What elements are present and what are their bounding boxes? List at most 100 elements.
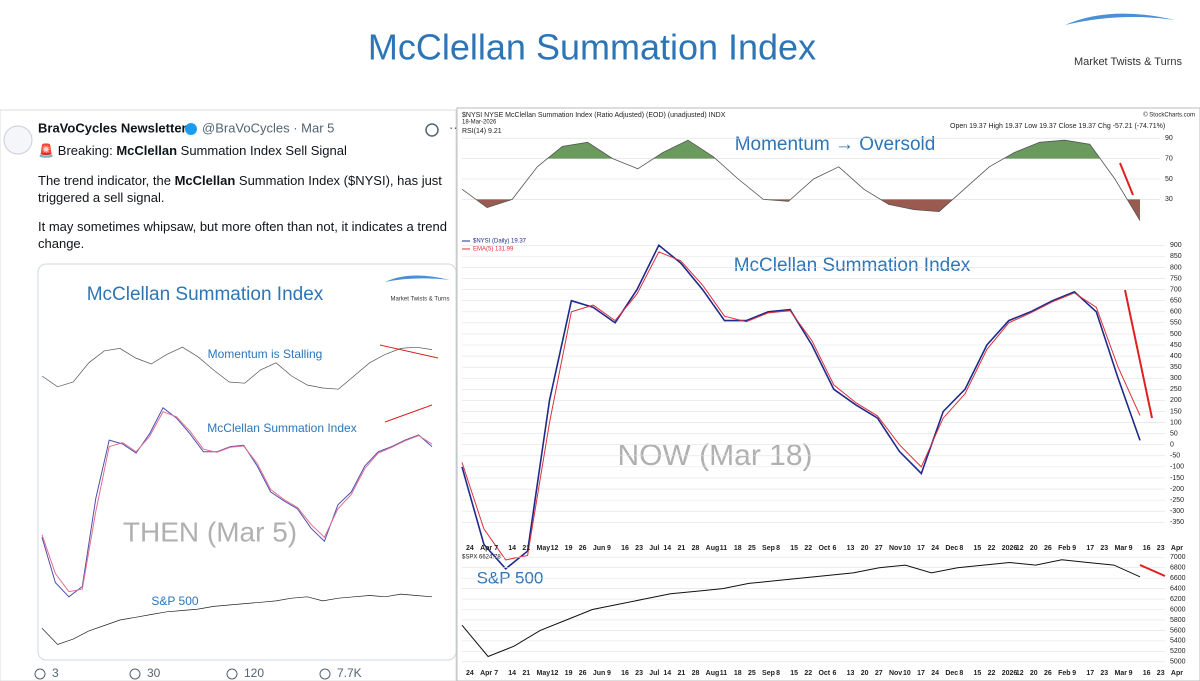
y-tick-label: 600 [1170,309,1182,316]
arrow [379,344,439,359]
y-tick-label: 5400 [1170,638,1186,645]
rsi-line [461,139,1141,221]
thumb-rsi [41,346,433,390]
thumb-line [41,411,433,593]
x-tick-label: 11 [720,545,728,552]
tweet-segment: McClellan [116,143,177,158]
y-tick-label: -100 [1170,464,1184,471]
x-tick-label: 20 [1030,670,1038,677]
series-line [461,251,1141,561]
chart-panel [456,107,1200,681]
x-tick-label: 8 [959,670,963,677]
x-tick-label: 9 [1072,545,1076,552]
x-tick-label: 15 [974,545,982,552]
x-tick-label: 16 [621,670,629,677]
x-tick-label: 2026 [1002,670,1018,677]
tweet-handle[interactable]: @BraVoCycles · Mar 5 [202,120,334,135]
logo-wave [1065,13,1175,25]
x-tick-label: Sep [762,545,775,552]
x-tick-label: 24 [466,670,474,677]
arrow [1124,289,1153,419]
stat-icon[interactable] [129,668,141,680]
x-tick-label: Apr [1171,545,1183,552]
y-tick-label: 850 [1170,253,1182,260]
x-tick-label: Jul [649,670,659,677]
stat-icon[interactable] [34,668,46,680]
x-tick-label: 9 [1129,670,1133,677]
x-tick-label: Dec [945,670,958,677]
x-tick-label: Apr [480,545,492,552]
y-tick-label: 750 [1170,275,1182,282]
y-tick-label: 50 [1170,430,1178,437]
y-tick-label: 5000 [1170,659,1186,666]
x-tick-label: Mar [1115,545,1128,552]
x-tick-label: 17 [1086,670,1094,677]
x-tick-label: 14 [508,545,516,552]
x-tick-label: 23 [635,545,643,552]
y-tick-label: 30 [1165,196,1173,203]
y-tick-label: 5200 [1170,648,1186,655]
x-tick-label: 10 [903,545,911,552]
stat-icon[interactable] [226,668,238,680]
x-tick-label: 20 [861,545,869,552]
x-tick-label: 21 [522,545,530,552]
x-tick-label: 24 [931,670,939,677]
y-tick-label: 5800 [1170,617,1186,624]
index-annotation: McClellan Summation Index [734,255,971,276]
stat-icon[interactable] [319,668,331,680]
y-tick-label: 50 [1165,176,1173,183]
image-momentum: Momentum is Stalling [208,347,323,361]
x-tick-label: 15 [974,670,982,677]
x-tick-label: 17 [917,545,925,552]
y-tick-label: 700 [1170,286,1182,293]
logo-text: Market Twists & Turns [1074,56,1182,68]
tweet-segment: Summation Index ($NYSI), has just [235,173,442,188]
x-tick-label: 25 [748,670,756,677]
tweet-image[interactable] [37,263,457,661]
x-tick-label: 21 [522,670,530,677]
chart-date: 18-Mar-2026 [462,120,497,126]
arrow [1139,564,1166,577]
x-tick-label: 12 [1016,670,1024,677]
y-tick-label: 6600 [1170,575,1186,582]
y-tick-label: 800 [1170,264,1182,271]
x-tick-label: 16 [1143,670,1151,677]
x-tick-label: 28 [692,670,700,677]
x-tick-label: 26 [579,670,587,677]
x-tick-label: 18 [734,545,742,552]
x-tick-label: 8 [776,545,780,552]
y-tick-label: 450 [1170,342,1182,349]
x-tick-label: 8 [959,545,963,552]
y-tick-label: -300 [1170,508,1184,515]
y-tick-label: 100 [1170,419,1182,426]
thumb-spx [41,593,433,645]
y-tick-label: -150 [1170,475,1184,482]
legend-label: EMA(5) 131.99 [473,247,514,253]
x-tick-label: 19 [565,545,573,552]
x-tick-label: 13 [847,670,855,677]
x-tick-label: Jun [593,545,605,552]
y-tick-label: 400 [1170,353,1182,360]
x-tick-label: 23 [1100,545,1108,552]
x-tick-label: 21 [677,545,685,552]
x-tick-label: 6 [833,670,837,677]
image-logo: Market Twists & Turns [391,297,450,303]
verified-badge [185,123,197,135]
tweet-author[interactable]: BraVoCycles Newsletter [38,120,187,135]
avatar[interactable] [3,125,33,155]
x-tick-label: 14 [508,670,516,677]
x-tick-label: 12 [551,670,559,677]
tweet-line: triggered a sell signal. [38,190,164,205]
tweet-line: 🚨 Breaking: McClellan Summation Index Se… [38,143,347,158]
y-tick-label: -350 [1170,519,1184,526]
y-tick-label: 90 [1165,135,1173,142]
x-tick-label: 25 [748,545,756,552]
stat-count: 30 [147,666,161,680]
grok-icon[interactable] [425,123,439,137]
chart-header: $NYSI NYSE McClellan Summation Index (Ra… [462,112,726,119]
x-tick-label: Dec [945,545,958,552]
y-tick-label: 6000 [1170,606,1186,613]
x-tick-label: 11 [720,670,728,677]
x-tick-label: 26 [1044,545,1052,552]
